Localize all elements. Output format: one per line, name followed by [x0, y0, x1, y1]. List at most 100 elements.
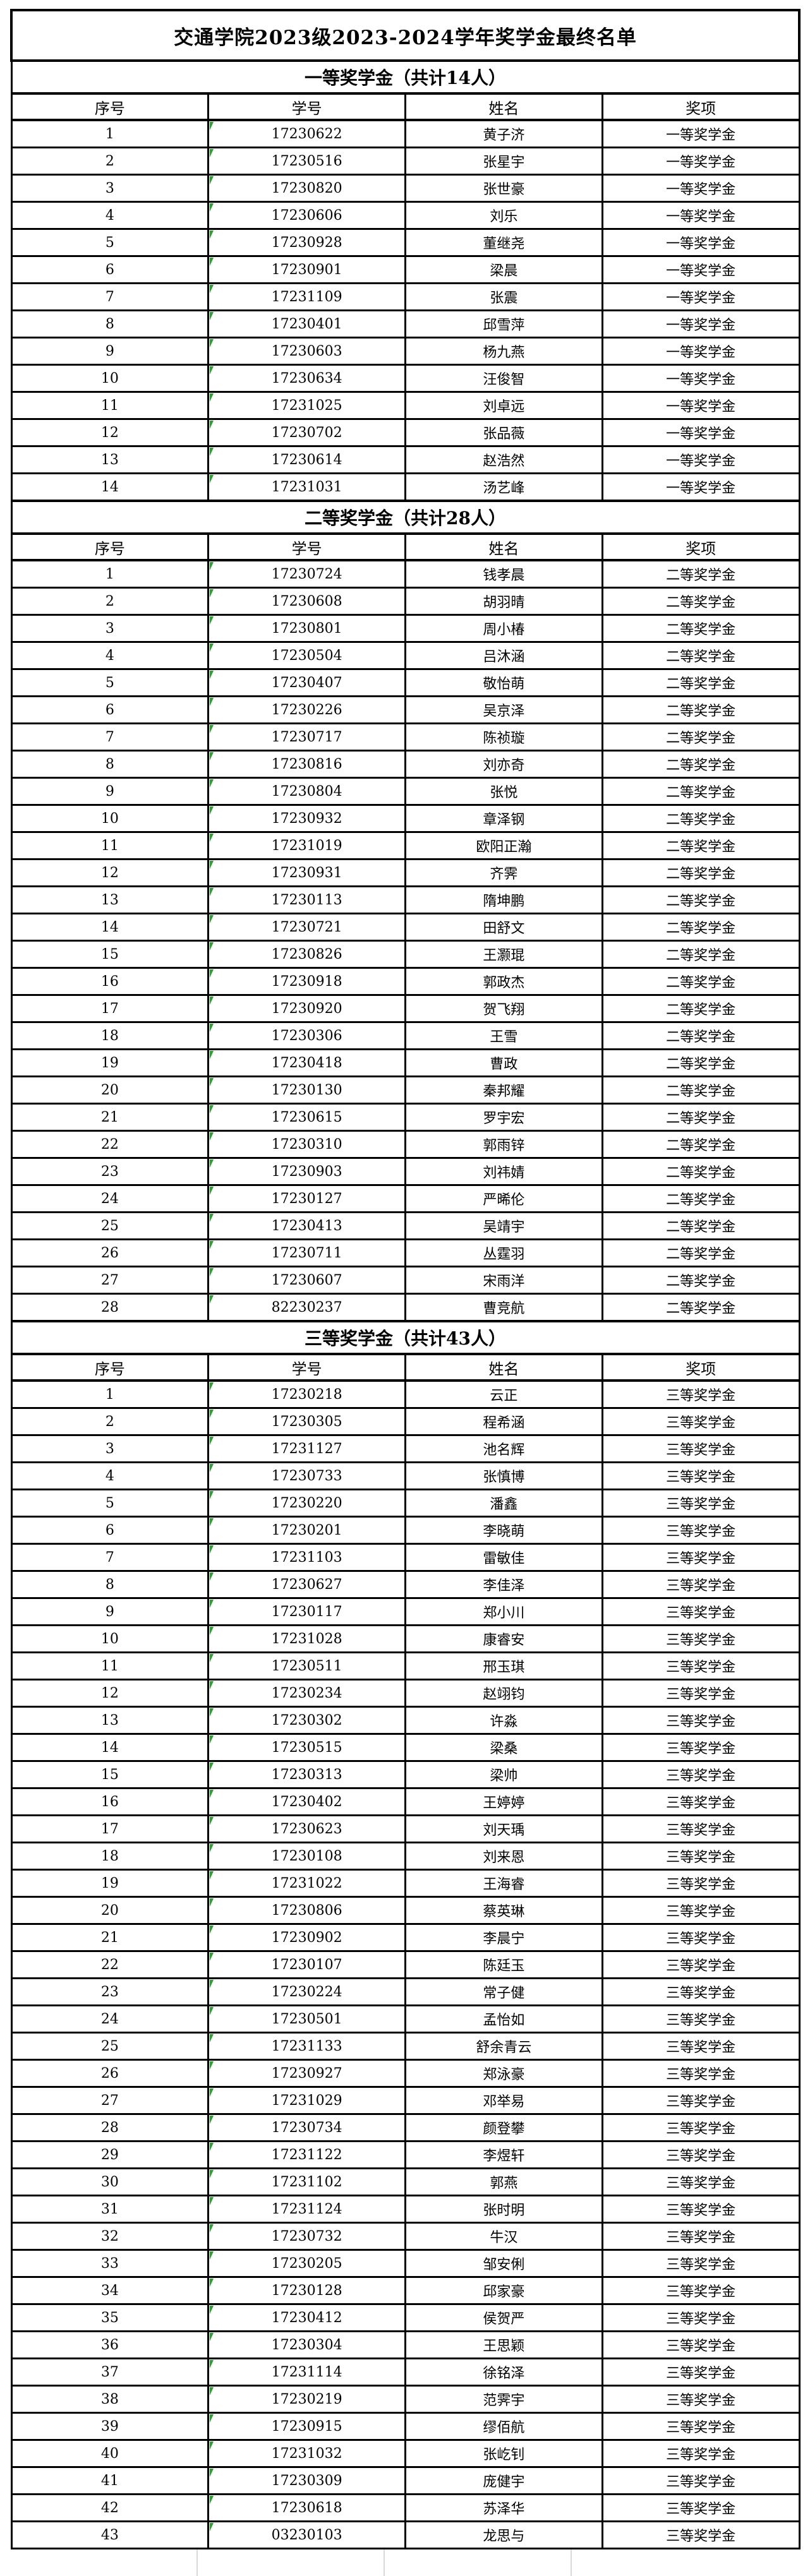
student-id-text: 17231032 — [271, 2445, 342, 2462]
name-cell: 李晨宁 — [404, 1923, 603, 1952]
table-row: 40 17231032 张屹钊 三等奖学金 — [10, 2439, 801, 2468]
name-cell: 李晓萌 — [404, 1516, 603, 1545]
row-index-cell: 40 — [10, 2439, 210, 2468]
student-id-cell: 17231109 — [207, 282, 406, 311]
excel-error-triangle-icon — [210, 2116, 214, 2124]
student-id-cell: 17230902 — [207, 1923, 406, 1952]
table-row: 27 17231029 邓举易 三等奖学金 — [10, 2086, 801, 2115]
excel-error-triangle-icon — [210, 2469, 214, 2477]
student-id-text: 17230928 — [271, 234, 342, 251]
student-id-text: 17230607 — [271, 1272, 342, 1288]
award-cell: 三等奖学金 — [601, 1760, 801, 1789]
student-id-cell: 17230218 — [207, 1379, 406, 1409]
student-id-text: 17230932 — [271, 810, 342, 827]
name-cell: 刘祎婧 — [404, 1157, 603, 1186]
excel-error-triangle-icon — [210, 339, 214, 347]
excel-error-triangle-icon — [210, 834, 214, 842]
excel-error-triangle-icon — [210, 1382, 214, 1391]
row-index-cell: 8 — [10, 1570, 210, 1599]
student-id-cell: 17230305 — [207, 1407, 406, 1436]
row-index-cell: 8 — [10, 750, 210, 779]
section-title: 二等奖学金（共计28人） — [10, 500, 801, 535]
table-row: 5 17230928 董继尧 一等奖学金 — [10, 228, 801, 257]
award-cell: 三等奖学金 — [601, 1651, 801, 1680]
student-id-cell: 17230107 — [207, 1950, 406, 1979]
name-cell: 王海睿 — [404, 1869, 603, 1898]
award-cell: 二等奖学金 — [601, 750, 801, 779]
student-id-text: 17231114 — [271, 2364, 342, 2380]
award-cell: 三等奖学金 — [601, 2167, 801, 2196]
excel-error-triangle-icon — [210, 1735, 214, 1744]
student-id-cell: 82230237 — [207, 1293, 406, 1322]
excel-error-triangle-icon — [210, 122, 214, 130]
column-header-award: 奖项 — [601, 1353, 801, 1382]
student-id-cell: 17230804 — [207, 777, 406, 806]
name-cell: 刘亦奇 — [404, 750, 603, 779]
name-cell: 郑泳豪 — [404, 2059, 603, 2088]
name-cell: 邓举易 — [404, 2086, 603, 2115]
name-cell: 王雪 — [404, 1021, 603, 1050]
student-id-text: 17230931 — [271, 865, 342, 881]
student-id-text: 17231022 — [271, 1875, 342, 1891]
award-cell: 一等奖学金 — [601, 337, 801, 366]
award-cell: 三等奖学金 — [601, 2493, 801, 2522]
student-id-text: 17230608 — [271, 593, 342, 609]
name-cell: 舒余青云 — [404, 2032, 603, 2061]
table-row: 22 17230107 陈廷玉 三等奖学金 — [10, 1950, 801, 1979]
student-id-text: 17231103 — [271, 1549, 342, 1566]
student-id-text: 17230634 — [271, 370, 342, 386]
table-row: 20 17230130 秦邦耀 二等奖学金 — [10, 1075, 801, 1105]
column-header-student-id: 学号 — [207, 92, 406, 121]
excel-error-triangle-icon — [210, 1241, 214, 1249]
excel-error-triangle-icon — [210, 997, 214, 1005]
award-cell: 三等奖学金 — [601, 1597, 801, 1626]
row-index-cell: 15 — [10, 940, 210, 969]
name-cell: 缪佰航 — [404, 2412, 603, 2441]
name-cell: 颜登攀 — [404, 2113, 603, 2142]
table-row: 14 17230721 田舒文 二等奖学金 — [10, 913, 801, 942]
table-row: 21 17230615 罗宇宏 二等奖学金 — [10, 1103, 801, 1132]
student-id-cell: 17230732 — [207, 2222, 406, 2251]
section-header-row: 三等奖学金（共计43人） — [10, 1320, 801, 1355]
excel-error-triangle-icon — [210, 1437, 214, 1445]
excel-error-triangle-icon — [210, 1214, 214, 1222]
award-cell: 三等奖学金 — [601, 1679, 801, 1708]
award-cell: 二等奖学金 — [601, 614, 801, 643]
excel-error-triangle-icon — [210, 258, 214, 266]
table-row: 39 17230915 缪佰航 三等奖学金 — [10, 2412, 801, 2441]
student-id-cell: 17230928 — [207, 228, 406, 257]
excel-error-triangle-icon — [210, 393, 214, 402]
student-id-cell: 17230504 — [207, 641, 406, 670]
student-id-cell: 17231133 — [207, 2032, 406, 2061]
name-cell: 张星宇 — [404, 147, 603, 176]
award-cell: 三等奖学金 — [601, 2113, 801, 2142]
student-id-text: 17230418 — [271, 1055, 342, 1071]
table-row: 13 17230113 隋坤鹏 二等奖学金 — [10, 885, 801, 914]
student-id-cell: 17231025 — [207, 391, 406, 420]
award-cell: 三等奖学金 — [601, 1706, 801, 1735]
student-id-text: 17230801 — [271, 620, 342, 637]
award-cell: 二等奖学金 — [601, 1048, 801, 1077]
table-row: 9 17230804 张悦 二等奖学金 — [10, 777, 801, 806]
table-row: 5 17230220 潘鑫 三等奖学金 — [10, 1489, 801, 1518]
excel-error-triangle-icon — [210, 861, 214, 869]
student-id-text: 17230407 — [271, 674, 342, 691]
table-row: 22 17230310 郭雨锌 二等奖学金 — [10, 1130, 801, 1159]
column-header-name: 姓名 — [404, 92, 603, 121]
excel-error-triangle-icon — [210, 366, 214, 374]
row-index-cell: 12 — [10, 1679, 210, 1708]
student-id-cell: 17230826 — [207, 940, 406, 969]
table-row: 10 17230932 章泽钢 二等奖学金 — [10, 804, 801, 833]
student-id-text: 17230622 — [271, 126, 342, 142]
student-id-cell: 17231019 — [207, 831, 406, 860]
student-id-text: 17230804 — [271, 783, 342, 800]
student-id-text: 17231124 — [271, 2201, 342, 2217]
row-index-cell: 24 — [10, 1184, 210, 1213]
student-id-cell: 17230226 — [207, 695, 406, 724]
excel-error-triangle-icon — [210, 1105, 214, 1113]
row-index-cell: 8 — [10, 309, 210, 338]
row-index-cell: 20 — [10, 1075, 210, 1105]
student-id-cell: 17230717 — [207, 722, 406, 752]
excel-error-triangle-icon — [210, 149, 214, 157]
excel-error-triangle-icon — [210, 806, 214, 815]
